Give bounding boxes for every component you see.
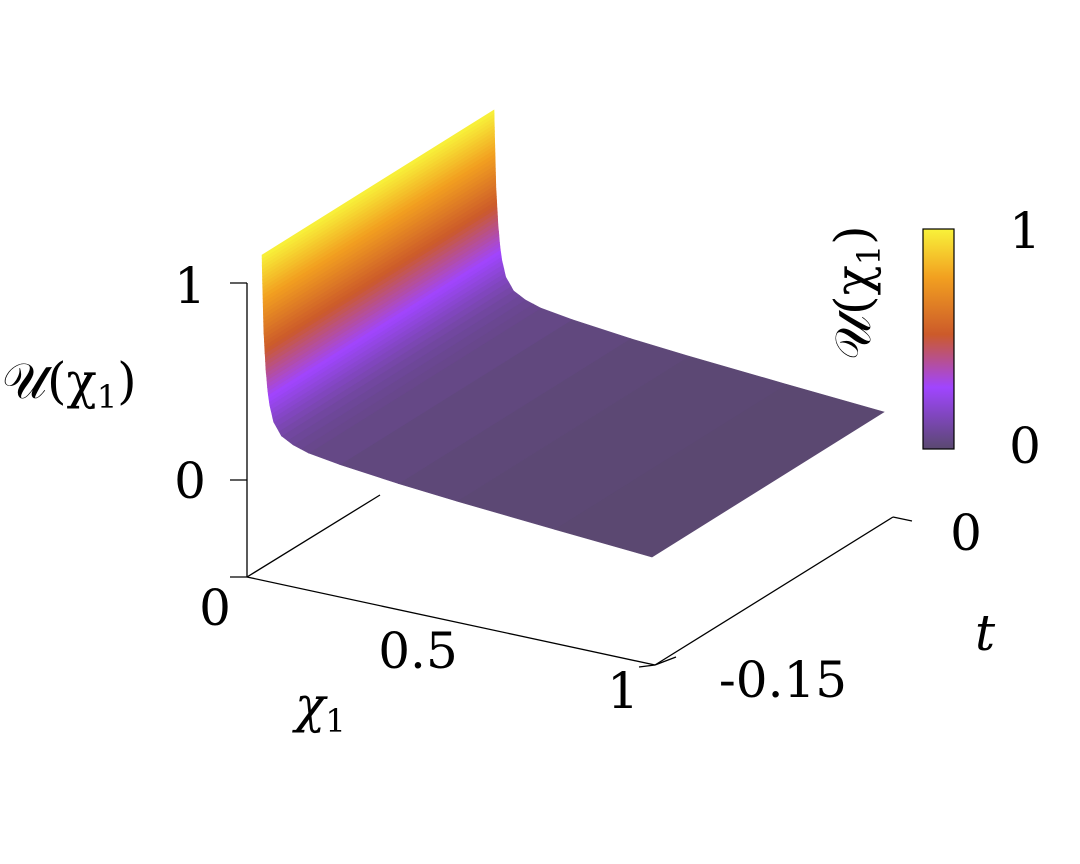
x-tick-label-0-5: 0.5: [378, 622, 458, 680]
t-axis-label: t: [975, 604, 996, 662]
z-axis-label-main: 𝒰(χ: [2, 352, 97, 410]
t-tick-neg: [654, 656, 677, 666]
axes: [230, 282, 913, 668]
t-tick-label-neg: -0.15: [719, 651, 847, 709]
colorbar-label-sub: 1: [850, 245, 888, 265]
colorbar-tick-0: 0: [1009, 417, 1041, 475]
z-axis-label-close: ): [117, 352, 137, 410]
z-axis-label-sub: 1: [97, 378, 117, 416]
x-axis-label-main: χ: [292, 676, 328, 734]
colorbar-label-main: 𝒰(χ: [824, 265, 882, 360]
t-tick-0: [892, 516, 913, 522]
z-axis-label: 𝒰(χ1): [2, 352, 137, 416]
x-tick-1: [638, 664, 656, 668]
colorbar: [922, 228, 955, 450]
colorbar-tick-1: 1: [1009, 202, 1041, 260]
x-tick-label-1: 1: [607, 662, 639, 720]
colorbar-label-close: ): [824, 225, 882, 245]
x-axis-label: χ1: [292, 676, 346, 740]
colorbar-label: 𝒰(χ1): [824, 225, 888, 360]
z-tick-label-1: 1: [174, 257, 206, 315]
x-axis-line: [246, 576, 656, 666]
surface-plot: [261, 109, 885, 558]
z-tick-label-0: 0: [174, 452, 206, 510]
back-axis-line: [246, 494, 381, 578]
t-tick-label-0: 0: [950, 504, 982, 562]
x-axis-label-sub: 1: [325, 702, 345, 740]
surface-strip: [261, 109, 495, 260]
x-tick-label-0: 0: [199, 579, 231, 637]
t-axis-line: [654, 516, 894, 666]
